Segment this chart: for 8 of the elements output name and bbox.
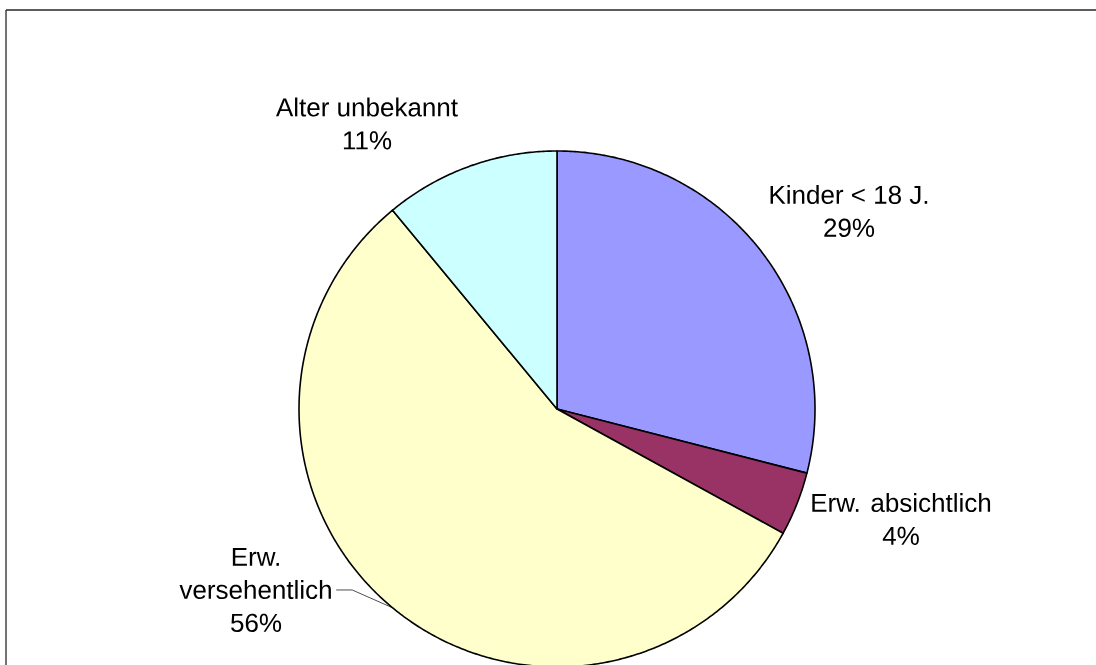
data-label: 56% <box>231 613 282 633</box>
slice-label: Alter unbekannt <box>275 97 458 117</box>
data-label: 11% <box>343 131 392 150</box>
data-label: 29% <box>824 218 875 238</box>
data-label: 4% <box>882 526 919 545</box>
slice-label: Kinder < 18 J. <box>770 184 928 205</box>
slice-label: Erw. versehentlich <box>179 547 331 600</box>
slice-label: Erw. absichtlich <box>812 492 991 513</box>
